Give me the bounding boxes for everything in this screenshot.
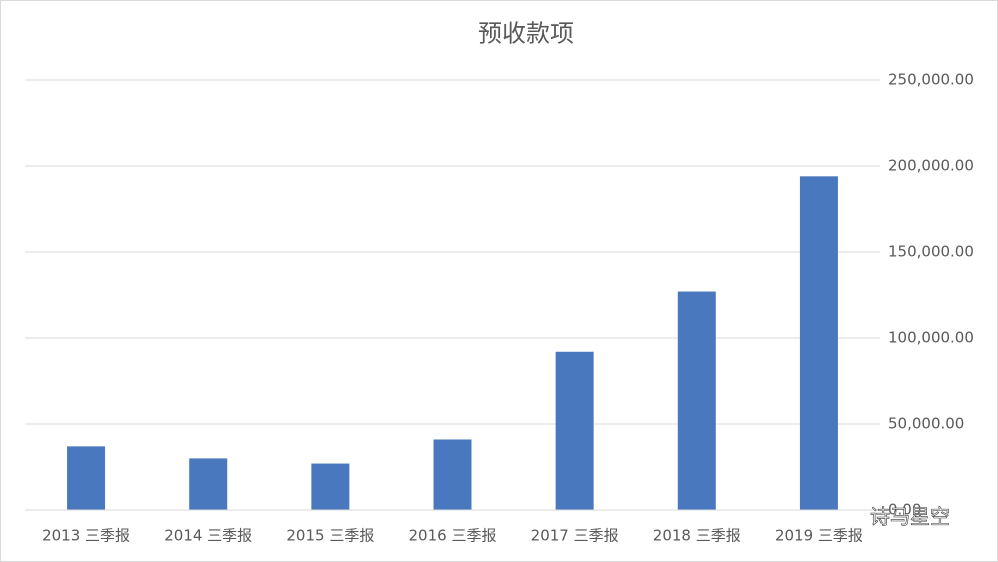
x-tick-label: 2018 三季报 — [653, 527, 741, 545]
bar — [555, 351, 594, 510]
x-tick-label: 2014 三季报 — [164, 527, 252, 545]
y-tick-label: 50,000.00 — [888, 415, 964, 433]
x-tick-label: 2017 三季报 — [531, 527, 619, 545]
y-tick-label: 0.00 — [888, 501, 921, 519]
bar — [433, 439, 472, 510]
y-tick-label: 100,000.00 — [888, 329, 974, 347]
y-tick-label: 150,000.00 — [888, 243, 974, 261]
bar — [799, 176, 838, 510]
bar — [677, 291, 716, 510]
bar — [311, 463, 350, 510]
bar — [67, 446, 106, 510]
x-tick-label: 2019 三季报 — [775, 527, 863, 545]
x-tick-label: 2016 三季报 — [409, 527, 497, 545]
watermark: 诗马星空 — [870, 505, 950, 529]
x-tick-label: 2015 三季报 — [286, 527, 374, 545]
chart-title: 预收款项 — [478, 20, 574, 48]
bar — [189, 458, 228, 510]
y-tick-label: 250,000.00 — [888, 71, 974, 89]
y-tick-label: 200,000.00 — [888, 157, 974, 175]
x-tick-label: 2013 三季报 — [42, 527, 130, 545]
